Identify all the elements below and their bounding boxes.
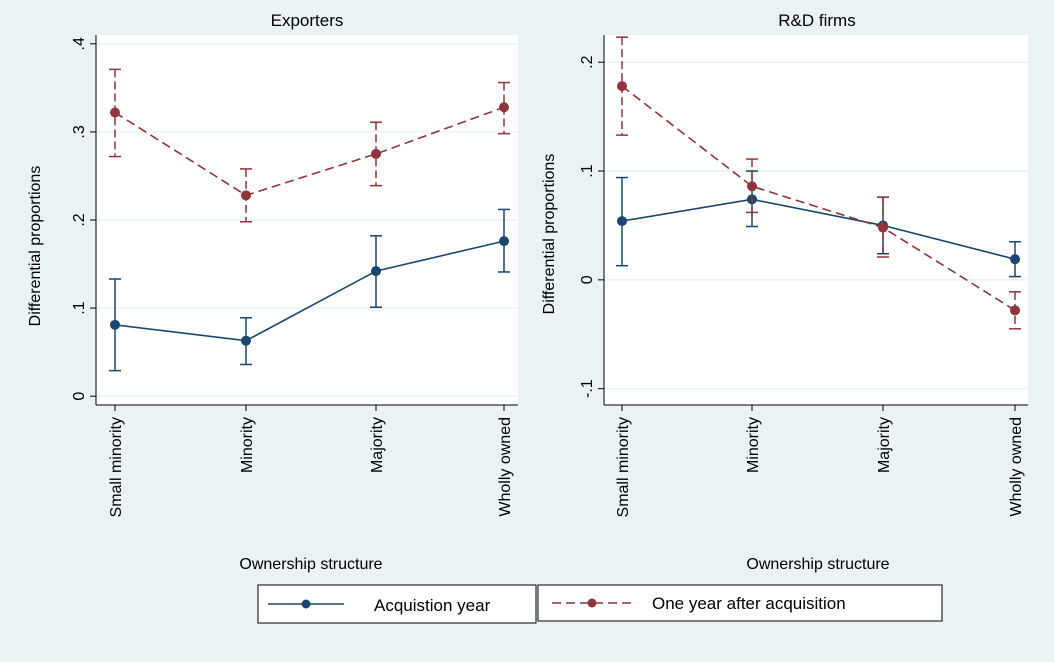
data-point: [110, 107, 120, 118]
x-ticks: Small minority Minority Majority Wholly own…: [615, 405, 1025, 517]
data-point: [110, 319, 120, 330]
legend-item: One year after acquisition: [552, 594, 846, 613]
x-tick-label: Minority: [239, 417, 256, 473]
y-axis-label: Differential proportions: [541, 154, 558, 315]
gridlines: [96, 43, 518, 397]
panel-title: R&D firms: [778, 11, 855, 30]
x-tick-label: Majority: [369, 417, 386, 473]
legend-box-2: [537, 584, 943, 622]
series-line: [114, 106, 505, 197]
panel-rd-firms: R&D firms -.1 0 .1 .2 Small minority Minorit…: [541, 11, 1028, 573]
y-tick-label: .2: [71, 213, 88, 226]
y-ticks: -.1 0 .1 .2: [579, 55, 604, 398]
data-point: [1010, 305, 1020, 316]
series-group: [616, 36, 1021, 330]
gridlines: [604, 61, 1028, 390]
panel-title: Exporters: [271, 11, 344, 30]
series-line: [621, 85, 1016, 312]
x-axis-label: Ownership structure: [239, 556, 382, 573]
y-axis-label: Differential proportions: [27, 166, 44, 327]
data-point: [371, 148, 381, 159]
data-point: [1010, 254, 1020, 265]
x-axis-label: Ownership structure: [746, 556, 889, 573]
data-point: [241, 335, 251, 346]
x-tick-label: Small minority: [108, 417, 125, 517]
y-tick-label: .4: [71, 37, 88, 50]
y-tick-label: .1: [579, 164, 596, 177]
y-tick-label: .1: [71, 301, 88, 314]
panel-exporters: Exporters 0 .1 .2 .3 .4 Small minority Minori…: [27, 11, 518, 573]
x-tick-label: Wholly owned: [1008, 417, 1025, 517]
x-tick-label: Wholly owned: [497, 417, 514, 517]
series-group: [109, 68, 510, 372]
legend-label: Acquistion year: [374, 596, 491, 615]
data-point: [241, 190, 251, 201]
series-1: [109, 208, 510, 372]
data-point: [878, 222, 888, 233]
x-tick-label: Minority: [745, 417, 762, 473]
legend-item: Acquistion year: [268, 596, 491, 615]
y-ticks: 0 .1 .2 .3 .4: [71, 37, 96, 401]
data-point: [617, 81, 627, 92]
series-2: [616, 36, 1021, 330]
data-point: [617, 216, 627, 227]
legend-label: One year after acquisition: [652, 594, 846, 613]
y-tick-label: 0: [71, 392, 88, 401]
plot-area: [604, 35, 1028, 405]
data-point: [499, 102, 509, 113]
y-tick-label: .3: [71, 125, 88, 138]
series-line: [114, 240, 505, 342]
data-point: [371, 266, 381, 277]
x-tick-label: Majority: [876, 417, 893, 473]
data-point: [499, 236, 509, 247]
x-tick-label: Small minority: [615, 417, 632, 517]
y-tick-label: -.1: [579, 379, 596, 398]
series-2: [109, 68, 510, 223]
legend: Acquistion year One year after acquisiti…: [257, 584, 943, 624]
legend-marker-swatch: [301, 599, 311, 609]
series-line: [621, 198, 1016, 260]
legend-marker-swatch: [587, 598, 597, 608]
y-tick-label: 0: [579, 275, 596, 284]
x-ticks: Small minority Minority Majority Wholly own…: [108, 405, 514, 517]
y-tick-label: .2: [579, 55, 596, 68]
data-point: [747, 181, 757, 192]
